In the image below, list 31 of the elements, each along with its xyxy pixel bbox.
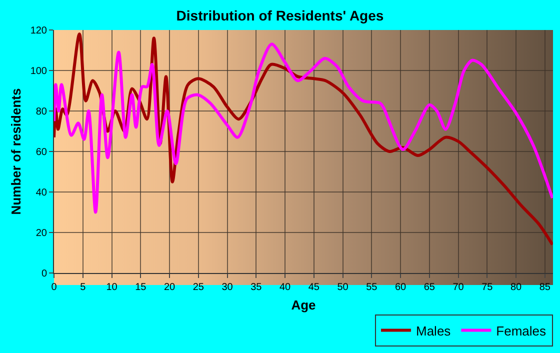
y-tick-label: 20 (36, 228, 48, 239)
x-tick-label: 10 (106, 282, 118, 293)
legend-label: Males (416, 323, 452, 338)
x-tick-label: 35 (250, 282, 262, 293)
x-tick-label: 20 (164, 282, 176, 293)
y-tick-label: 80 (36, 106, 48, 118)
x-tick-label: 55 (366, 282, 378, 293)
x-tick-label: 25 (192, 282, 204, 293)
x-tick-label: 5 (80, 282, 86, 293)
x-tick-label: 60 (394, 282, 407, 293)
x-tick-label: 50 (337, 282, 349, 293)
x-tick-label: 45 (308, 282, 320, 293)
y-tick-label: 120 (30, 26, 48, 36)
x-tick-label: 0 (51, 282, 58, 293)
x-tick-label: 30 (222, 282, 234, 293)
y-axis-title: Number of residents (8, 88, 24, 215)
y-tick-label: 40 (36, 188, 48, 198)
legend-label: Females (496, 323, 547, 338)
y-tick-label: 60 (36, 147, 48, 158)
chart-title: Distribution of Residents' Ages (176, 7, 384, 24)
x-tick-label: 15 (135, 282, 147, 293)
x-tick-label: 40 (279, 282, 292, 293)
line-series (54, 42, 553, 214)
x-tick-label: 75 (482, 282, 494, 293)
x-tick-label: 70 (452, 282, 464, 293)
x-tick-label: 85 (539, 282, 551, 293)
y-tick-label: 0 (41, 268, 48, 280)
x-tick-label: 80 (510, 282, 522, 293)
y-tick-label: 100 (30, 66, 48, 77)
x-tick-label: 65 (424, 282, 436, 293)
x-axis-title: Age (291, 298, 316, 313)
